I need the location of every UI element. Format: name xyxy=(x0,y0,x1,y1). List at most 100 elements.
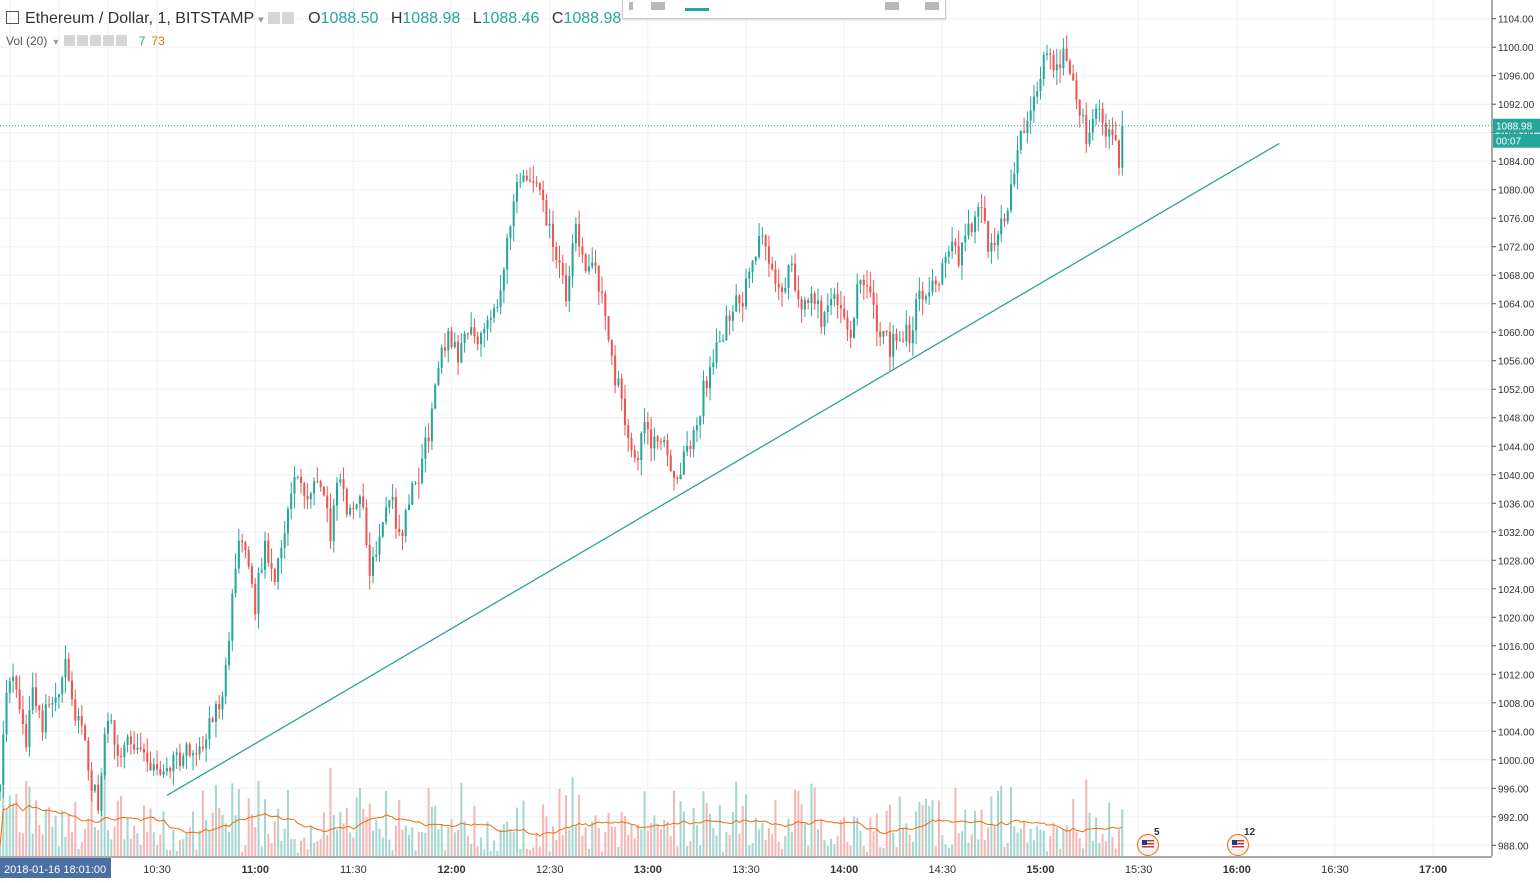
candle-body xyxy=(391,496,394,501)
candle-body xyxy=(1062,48,1065,69)
candle-body xyxy=(64,659,67,678)
chevron-down-icon[interactable]: ▾ xyxy=(258,14,264,26)
line-style-icon[interactable] xyxy=(651,2,665,10)
candle-body xyxy=(637,458,640,461)
volume-bar xyxy=(512,832,515,856)
volume-bar xyxy=(996,790,999,856)
volume-bar xyxy=(1059,849,1062,856)
candle-body xyxy=(990,242,993,252)
eye-icon[interactable] xyxy=(64,35,76,46)
volume-bar xyxy=(476,846,479,856)
candle-body xyxy=(165,767,168,772)
price-tick-label: 1004.00 xyxy=(1498,727,1535,738)
candle-body xyxy=(234,568,237,594)
anchor-icon[interactable] xyxy=(885,2,899,10)
gear-icon[interactable] xyxy=(281,12,294,24)
candle-body xyxy=(960,242,963,266)
candle-body xyxy=(594,262,597,266)
trendline-group[interactable] xyxy=(0,125,1492,796)
volume-label[interactable]: Vol (20) xyxy=(6,34,48,48)
candle-body xyxy=(57,694,60,698)
gear-icon[interactable] xyxy=(77,35,89,46)
volume-bar xyxy=(430,806,433,856)
volume-bar xyxy=(326,835,329,856)
candle-body xyxy=(833,294,836,299)
volume-bar xyxy=(493,840,496,856)
settings-icon[interactable] xyxy=(90,35,102,46)
volume-bar xyxy=(705,802,708,856)
candle-body xyxy=(479,333,482,345)
candle-body xyxy=(169,767,172,772)
price-axis[interactable]: 1104.001100.001096.001092.001088.001084.… xyxy=(1491,0,1540,883)
candle-body xyxy=(1032,96,1035,111)
line-color-icon[interactable] xyxy=(685,8,709,11)
time-axis[interactable]: 10:0010:3011:0011:3012:0012:3013:0013:30… xyxy=(0,856,1540,883)
volume-bar xyxy=(839,820,842,856)
volume-bar xyxy=(1042,830,1045,856)
price-tick-label: 1048.00 xyxy=(1498,414,1535,425)
plus-icon[interactable] xyxy=(103,35,115,46)
candle-body xyxy=(790,263,793,266)
candle-body xyxy=(872,292,875,306)
volume-bar xyxy=(205,819,208,856)
volume-bar xyxy=(1023,820,1026,856)
volume-bar xyxy=(1062,829,1065,856)
candle-body xyxy=(421,458,424,484)
volume-bar xyxy=(90,787,93,856)
candle-body xyxy=(538,183,541,190)
chevron-down-icon[interactable]: ▾ xyxy=(53,37,59,48)
candle-body xyxy=(77,715,80,721)
volume-bar xyxy=(852,816,855,856)
candle-body xyxy=(836,294,839,306)
price-tick-label: 1076.00 xyxy=(1498,214,1535,225)
candle-body xyxy=(440,347,443,368)
volume-bar xyxy=(290,839,293,856)
trendline[interactable] xyxy=(166,142,1280,796)
candle-body xyxy=(784,288,787,292)
candle-body xyxy=(777,283,780,288)
candle-body xyxy=(1016,149,1019,174)
collapse-icon[interactable] xyxy=(6,11,19,24)
candle-body xyxy=(738,295,741,304)
candle-body xyxy=(126,736,129,746)
economic-event-marker[interactable]: 5 xyxy=(1137,827,1160,856)
economic-event-marker[interactable]: 12 xyxy=(1227,827,1255,856)
volume-bar xyxy=(228,832,231,856)
volume-bar xyxy=(1032,840,1035,856)
candle-body xyxy=(715,342,718,363)
drag-handle-icon[interactable] xyxy=(629,2,633,10)
candle-body xyxy=(437,367,440,385)
volume-bar xyxy=(964,809,967,856)
candle-body xyxy=(512,201,515,227)
time-tick-label: 11:00 xyxy=(241,864,269,876)
volume-bar xyxy=(1026,842,1029,856)
candle-body xyxy=(879,331,882,337)
eye-icon[interactable] xyxy=(267,12,280,24)
crosshair-time-label: 2018-01-16 18:01:00 xyxy=(4,864,106,876)
symbol-title[interactable]: Ethereum / Dollar, 1, BITSTAMP xyxy=(25,10,255,27)
candle-body xyxy=(689,445,692,450)
volume-bar xyxy=(339,811,342,856)
candle-body xyxy=(231,593,234,641)
candle-body xyxy=(859,279,862,285)
candle-body xyxy=(1114,135,1117,141)
candle-body xyxy=(659,441,662,443)
volume-legend: Vol (20) ▾ 7 73 xyxy=(6,34,165,48)
volume-bar xyxy=(404,825,407,856)
add-icon[interactable] xyxy=(925,2,939,10)
volume-bar xyxy=(519,848,522,856)
volume-bar xyxy=(421,831,424,856)
volume-bar xyxy=(640,829,643,856)
candle-body xyxy=(663,440,666,443)
candle-body xyxy=(483,328,486,334)
volume-bar xyxy=(820,818,823,856)
candle-body xyxy=(898,340,901,342)
candle-body xyxy=(178,752,181,767)
candle-body xyxy=(1059,64,1062,69)
close-icon[interactable] xyxy=(116,35,128,46)
price-tick-label: 1092.00 xyxy=(1498,100,1535,111)
volume-bar xyxy=(378,828,381,856)
time-tick-label: 12:30 xyxy=(536,864,564,876)
candle-body xyxy=(214,703,217,722)
